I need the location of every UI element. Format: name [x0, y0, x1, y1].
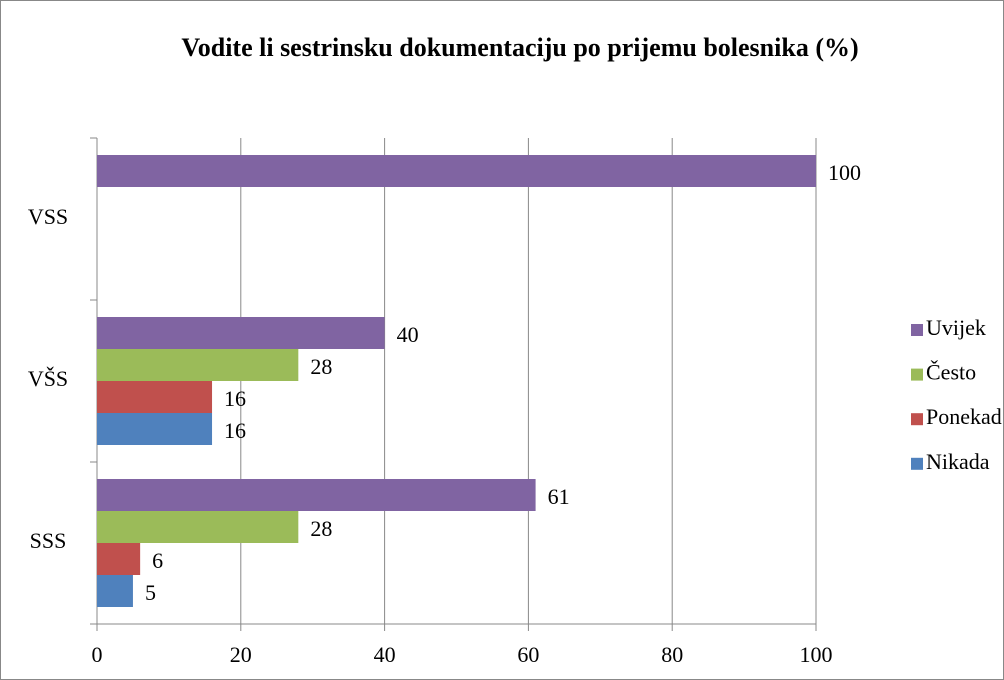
chart-title: Vodite li sestrinsku dokumentaciju po pr… — [181, 33, 859, 62]
data-label: 16 — [224, 386, 246, 411]
bar — [97, 511, 299, 543]
x-tick-label: 20 — [230, 642, 252, 667]
data-label: 28 — [310, 354, 332, 379]
legend-label: Ponekad — [926, 404, 1002, 429]
bar — [97, 543, 141, 575]
x-tick-label: 100 — [800, 642, 833, 667]
legend-swatch — [911, 457, 923, 470]
legend-swatch — [911, 413, 923, 426]
data-label: 28 — [310, 516, 332, 541]
bar — [97, 413, 213, 445]
x-tick-label: 80 — [661, 642, 683, 667]
y-tick-label: SSS — [30, 528, 67, 553]
bar — [97, 479, 536, 511]
bar — [97, 381, 213, 413]
y-tick-label: VSS — [28, 204, 68, 229]
legend-swatch — [911, 368, 923, 381]
x-tick-label: 0 — [92, 642, 103, 667]
legend-label: Uvijek — [926, 315, 986, 340]
data-label: 61 — [548, 484, 570, 509]
data-label: 16 — [224, 418, 246, 443]
data-label: 100 — [828, 160, 861, 185]
bar — [97, 575, 133, 607]
bar — [97, 349, 299, 381]
bar — [97, 317, 385, 349]
legend-label: Nikada — [926, 449, 990, 474]
legend-swatch — [911, 324, 923, 336]
data-label: 40 — [397, 322, 419, 347]
y-tick-label: VŠS — [28, 366, 68, 391]
data-label: 5 — [145, 580, 156, 605]
bar — [97, 155, 816, 187]
data-label: 6 — [152, 548, 163, 573]
x-tick-label: 60 — [517, 642, 539, 667]
legend-label: Često — [926, 360, 976, 385]
x-tick-label: 40 — [374, 642, 396, 667]
